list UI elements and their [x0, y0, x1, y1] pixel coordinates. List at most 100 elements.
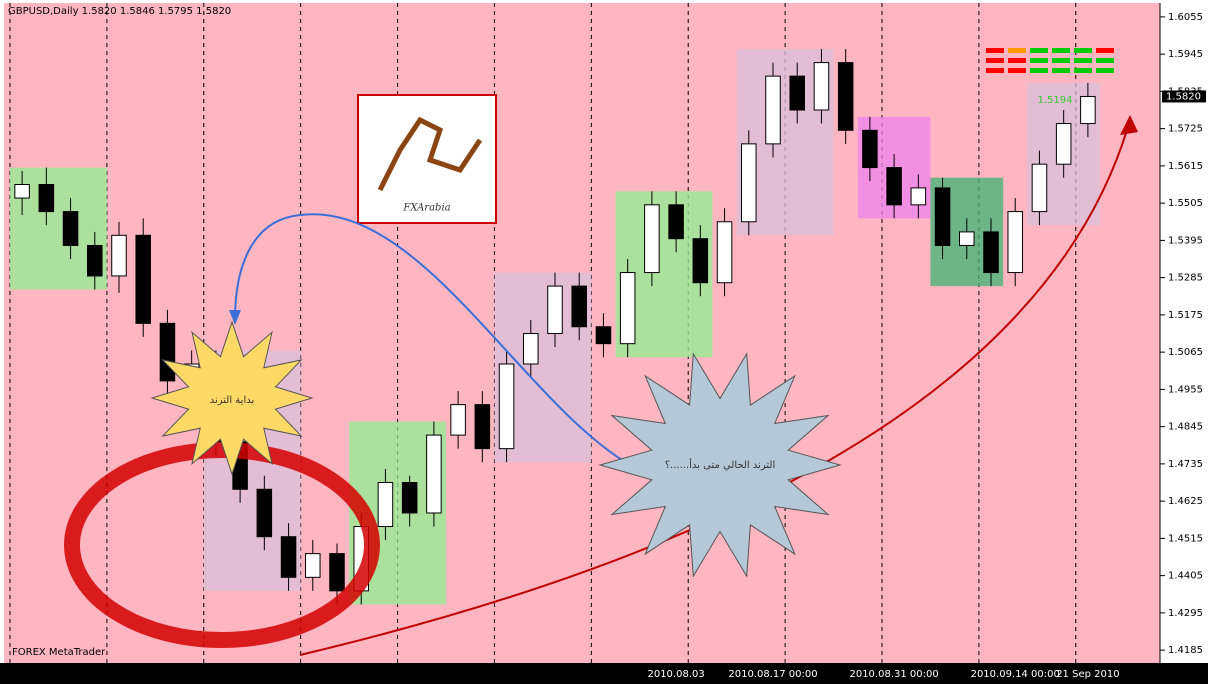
chart-title: GBPUSD,Daily 1.5820 1.5846 1.5795 1.5820 [8, 6, 231, 17]
signal-bar [1030, 48, 1048, 53]
y-tick-label: 1.4295 [1168, 608, 1203, 619]
x-tick-label: 21 Sep 2010 [1056, 669, 1119, 680]
candle-body [644, 204, 660, 274]
y-tick-label: 1.5065 [1168, 347, 1203, 358]
current-price-box [1162, 90, 1206, 103]
y-tick-label: 1.5615 [1168, 161, 1203, 172]
y-tick-label: 1.5945 [1168, 49, 1203, 60]
question-burst [598, 352, 842, 578]
candle-body [789, 75, 805, 111]
x-tick-label: 2010.08.03 [647, 669, 704, 680]
y-tick-label: 1.4845 [1168, 422, 1203, 433]
y-tick-label: 1.5725 [1168, 124, 1203, 135]
red-arrow [299, 119, 1131, 656]
annotation-start: بداية الترند [210, 395, 255, 406]
red-arrowhead [1120, 115, 1138, 135]
candle-body [813, 62, 830, 111]
y-tick-label: 1.5285 [1168, 273, 1203, 284]
candle-body [571, 285, 587, 328]
candle-body [377, 482, 394, 528]
candle-body [329, 553, 345, 592]
candle-body [38, 184, 55, 213]
signal-bar [1008, 48, 1026, 53]
candle-body [280, 536, 297, 578]
candle-body [934, 187, 951, 246]
candle-body [87, 244, 103, 277]
candle-body [765, 75, 781, 145]
y-tick-label: 1.5175 [1168, 310, 1203, 321]
signal-bar [1074, 58, 1092, 63]
blue-arrow [234, 213, 631, 466]
candle-body [959, 231, 975, 246]
candle-body [474, 404, 491, 450]
candle-body [523, 333, 539, 365]
candle-body [1031, 163, 1048, 213]
candle-body [135, 234, 151, 324]
y-tick-label: 1.4405 [1168, 571, 1203, 582]
y-tick-label: 1.5395 [1168, 235, 1203, 246]
candle-body [401, 482, 418, 514]
x-tick-label: 2010.09.14 00:00 [971, 669, 1060, 680]
signal-bar [1008, 58, 1026, 63]
candle-body [862, 129, 878, 169]
signal-bar [1030, 68, 1048, 73]
current-price-label: 1.5820 [1166, 91, 1201, 102]
candle-body [547, 285, 563, 335]
candle-body [619, 272, 636, 345]
logo-box [357, 94, 497, 224]
candle-body [14, 184, 30, 199]
signal-bar [986, 58, 1004, 63]
candle-body [595, 326, 612, 345]
candle-body [111, 234, 127, 277]
candle-body [983, 231, 999, 274]
candle-body [256, 488, 273, 538]
signal-bar [1052, 58, 1070, 63]
signal-bar [1074, 48, 1092, 53]
y-tick-label: 1.5505 [1168, 198, 1203, 209]
y-tick-label: 1.4735 [1168, 459, 1203, 470]
platform-text: FOREX MetaTrader [12, 647, 106, 658]
y-tick-label: 1.6055 [1168, 12, 1203, 23]
x-tick-label: 2010.08.31 00:00 [849, 669, 938, 680]
candle-body [668, 204, 684, 240]
signal-bar [1030, 58, 1048, 63]
candle-body [1007, 211, 1023, 274]
signal-bar [1096, 48, 1114, 53]
candle-body [837, 62, 854, 131]
logo-text: FXArabia [402, 203, 450, 214]
start-burst [150, 320, 314, 476]
candle-body [159, 322, 176, 382]
y-tick-label: 1.4515 [1168, 533, 1203, 544]
signal-bar [1096, 68, 1114, 73]
annotation-question: الترند الحالي متى بدأ......؟ [665, 458, 776, 471]
signal-bar [1074, 68, 1092, 73]
signal-bar [1008, 68, 1026, 73]
candle-body [741, 143, 757, 223]
candle-body [498, 363, 515, 450]
signal-bar [986, 68, 1004, 73]
candle-body [305, 553, 321, 578]
candle-body [1080, 95, 1096, 125]
indicator-value: 1.5194 [1038, 95, 1073, 106]
y-tick-label: 1.4625 [1168, 496, 1203, 507]
logo-horse [377, 116, 483, 192]
candle-body [716, 221, 733, 284]
y-tick-label: 1.4185 [1168, 645, 1203, 656]
blue-arrowhead [229, 310, 241, 325]
signal-bar [986, 48, 1004, 53]
candle-body [1055, 123, 1072, 165]
signal-bar [1052, 68, 1070, 73]
candle-body [62, 211, 79, 246]
candle-body [450, 404, 466, 436]
candle-body [886, 167, 902, 206]
time-axis [0, 663, 1208, 684]
x-tick-label: 2010.08.17 00:00 [728, 669, 817, 680]
signal-bar [1096, 58, 1114, 63]
highlight-ring [64, 442, 380, 648]
candle-body [692, 238, 709, 284]
signal-bar [1052, 48, 1070, 53]
y-tick-label: 1.4955 [1168, 384, 1203, 395]
candle-body [426, 434, 442, 514]
candle-body [910, 187, 927, 206]
